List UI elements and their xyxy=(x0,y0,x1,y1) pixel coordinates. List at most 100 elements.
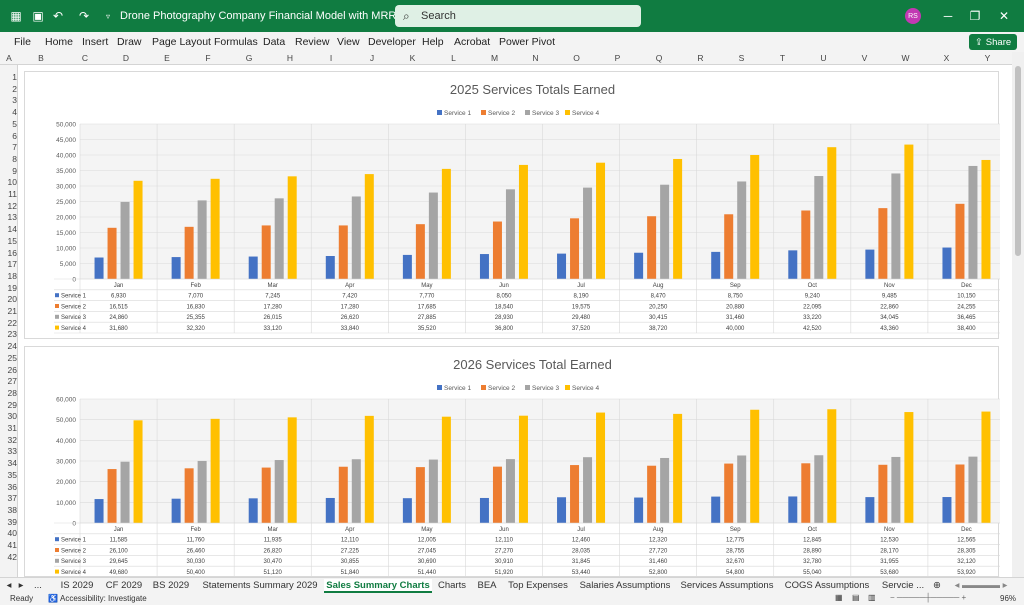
column-header-q[interactable]: Q xyxy=(655,53,663,63)
menu-review[interactable]: Review xyxy=(295,36,330,48)
row-header-8[interactable]: 8 xyxy=(12,153,17,164)
menu-file[interactable]: File xyxy=(14,36,31,48)
column-header-h[interactable]: H xyxy=(286,53,294,63)
save-icon[interactable]: ▣ xyxy=(32,9,44,23)
row-header-13[interactable]: 13 xyxy=(7,212,17,223)
row-header-40[interactable]: 40 xyxy=(7,528,17,539)
column-header-p[interactable]: P xyxy=(614,53,621,63)
tab-is-2029[interactable]: IS 2029 xyxy=(60,580,94,591)
tab-bs-2029[interactable]: BS 2029 xyxy=(152,580,190,591)
row-header-23[interactable]: 23 xyxy=(7,329,17,340)
chart-2025[interactable]: 2025 Services Totals Earned Service 1 Serv… xyxy=(24,71,1006,339)
menu-view[interactable]: View xyxy=(337,36,360,48)
share-button[interactable]: ⇪ Share xyxy=(969,34,1017,50)
row-header-3[interactable]: 3 xyxy=(12,95,17,106)
column-header-n[interactable]: N xyxy=(532,53,539,63)
column-header-v[interactable]: V xyxy=(861,53,868,63)
column-header-j[interactable]: J xyxy=(369,53,375,63)
avatar[interactable]: RS xyxy=(905,8,921,24)
accessibility-status[interactable]: Accessibility: Investigate xyxy=(60,594,147,603)
column-header-t[interactable]: T xyxy=(779,53,786,63)
row-header-5[interactable]: 5 xyxy=(12,118,17,129)
undo-icon[interactable]: ↶ xyxy=(52,9,64,23)
menu-data[interactable]: Data xyxy=(263,36,286,48)
tab-cogs-assumptions[interactable]: COGS Assumptions xyxy=(784,580,870,591)
row-header-39[interactable]: 39 xyxy=(7,516,17,527)
row-header-19[interactable]: 19 xyxy=(7,282,17,293)
tab-scroll-left-icon[interactable]: ◂ xyxy=(6,580,12,591)
column-header-o[interactable]: O xyxy=(573,53,580,63)
tab-sales-summary-charts[interactable]: Sales Summary Charts xyxy=(324,579,432,593)
row-header-15[interactable]: 15 xyxy=(7,235,17,246)
row-header-20[interactable]: 20 xyxy=(7,294,17,305)
menu-formulas[interactable]: Formulas xyxy=(214,36,258,48)
column-header-m[interactable]: M xyxy=(490,53,499,63)
column-header-w[interactable]: W xyxy=(901,53,910,63)
row-header-33[interactable]: 33 xyxy=(7,446,17,457)
row-header-41[interactable]: 41 xyxy=(7,540,17,550)
column-header-a[interactable]: A xyxy=(6,53,12,63)
add-sheet-icon[interactable]: ⊕ xyxy=(933,580,941,591)
row-header-25[interactable]: 25 xyxy=(7,352,17,363)
column-header-f[interactable]: F xyxy=(205,53,211,63)
zoom-slider[interactable]: − ─────┼───── + xyxy=(890,593,967,602)
column-header-k[interactable]: K xyxy=(409,53,416,63)
minimize-icon[interactable]: ─ xyxy=(943,9,953,23)
row-header-26[interactable]: 26 xyxy=(7,364,17,375)
column-header-r[interactable]: R xyxy=(697,53,704,63)
column-header-g[interactable]: G xyxy=(245,53,253,63)
column-header-s[interactable]: S xyxy=(738,53,745,63)
scrollbar-thumb[interactable] xyxy=(1015,66,1021,256)
row-header-30[interactable]: 30 xyxy=(7,411,17,422)
row-header-16[interactable]: 16 xyxy=(7,247,17,258)
column-header-d[interactable]: D xyxy=(122,53,130,63)
tab-top-expenses[interactable]: Top Expenses xyxy=(508,580,568,591)
tab-cf-2029[interactable]: CF 2029 xyxy=(105,580,143,591)
row-header-24[interactable]: 24 xyxy=(7,341,17,352)
row-header-2[interactable]: 2 xyxy=(12,83,17,94)
vertical-scrollbar[interactable] xyxy=(1012,52,1024,577)
worksheet-grid[interactable]: 2025 Services Totals Earned Service 1 Serv… xyxy=(18,65,1012,577)
row-header-31[interactable]: 31 xyxy=(7,423,17,433)
row-header-12[interactable]: 12 xyxy=(7,200,17,211)
tab-more[interactable]: ... xyxy=(34,580,42,591)
column-header-c[interactable]: C xyxy=(81,53,89,63)
tab-servcie[interactable]: Servcie ... xyxy=(881,580,925,591)
row-header-10[interactable]: 10 xyxy=(7,177,17,188)
row-header-21[interactable]: 21 xyxy=(7,306,17,316)
column-header-l[interactable]: L xyxy=(451,53,456,63)
page-break-view-icon[interactable]: ▥ xyxy=(868,593,876,602)
tab-bea[interactable]: BEA xyxy=(477,580,497,591)
row-header-28[interactable]: 28 xyxy=(7,387,17,398)
menu-power-pivot[interactable]: Power Pivot xyxy=(499,36,556,48)
row-header-17[interactable]: 17 xyxy=(7,259,17,270)
row-header-4[interactable]: 4 xyxy=(12,107,17,118)
menu-developer[interactable]: Developer xyxy=(368,36,416,48)
tab-salaries-assumptions[interactable]: Salaries Assumptions xyxy=(579,580,671,591)
row-header-18[interactable]: 18 xyxy=(7,270,17,281)
row-header-42[interactable]: 42 xyxy=(7,551,17,562)
row-header-29[interactable]: 29 xyxy=(7,399,17,410)
column-header-x[interactable]: X xyxy=(943,53,950,63)
page-layout-view-icon[interactable]: ▤ xyxy=(852,593,860,602)
column-header-y[interactable]: Y xyxy=(984,53,991,63)
row-header-36[interactable]: 36 xyxy=(7,481,17,492)
menu-insert[interactable]: Insert xyxy=(82,36,109,48)
horizontal-scrollbar[interactable]: ◂ ▬▬▬▬ ▸ xyxy=(954,580,1008,591)
menu-home[interactable]: Home xyxy=(45,36,74,48)
tab-services-assumptions[interactable]: Services Assumptions xyxy=(680,580,774,591)
row-header-35[interactable]: 35 xyxy=(7,469,17,480)
tab-statements-summary[interactable]: Statements Summary 2029 xyxy=(202,580,318,591)
row-header-22[interactable]: 22 xyxy=(7,317,17,328)
search-box[interactable]: ⌕ Search xyxy=(395,5,641,27)
restore-icon[interactable]: ❐ xyxy=(969,9,981,23)
menu-help[interactable]: Help xyxy=(422,36,444,48)
row-header-37[interactable]: 37 xyxy=(7,493,17,504)
close-icon[interactable]: ✕ xyxy=(998,9,1010,23)
row-header-32[interactable]: 32 xyxy=(7,434,17,445)
chart-2026[interactable]: 2026 Services Total Earned Service 1 Servi… xyxy=(24,346,1006,577)
row-header-27[interactable]: 27 xyxy=(7,376,17,387)
row-header-1[interactable]: 1 xyxy=(12,72,17,82)
menu-page-layout[interactable]: Page Layout xyxy=(152,36,211,48)
row-header-34[interactable]: 34 xyxy=(7,458,17,469)
